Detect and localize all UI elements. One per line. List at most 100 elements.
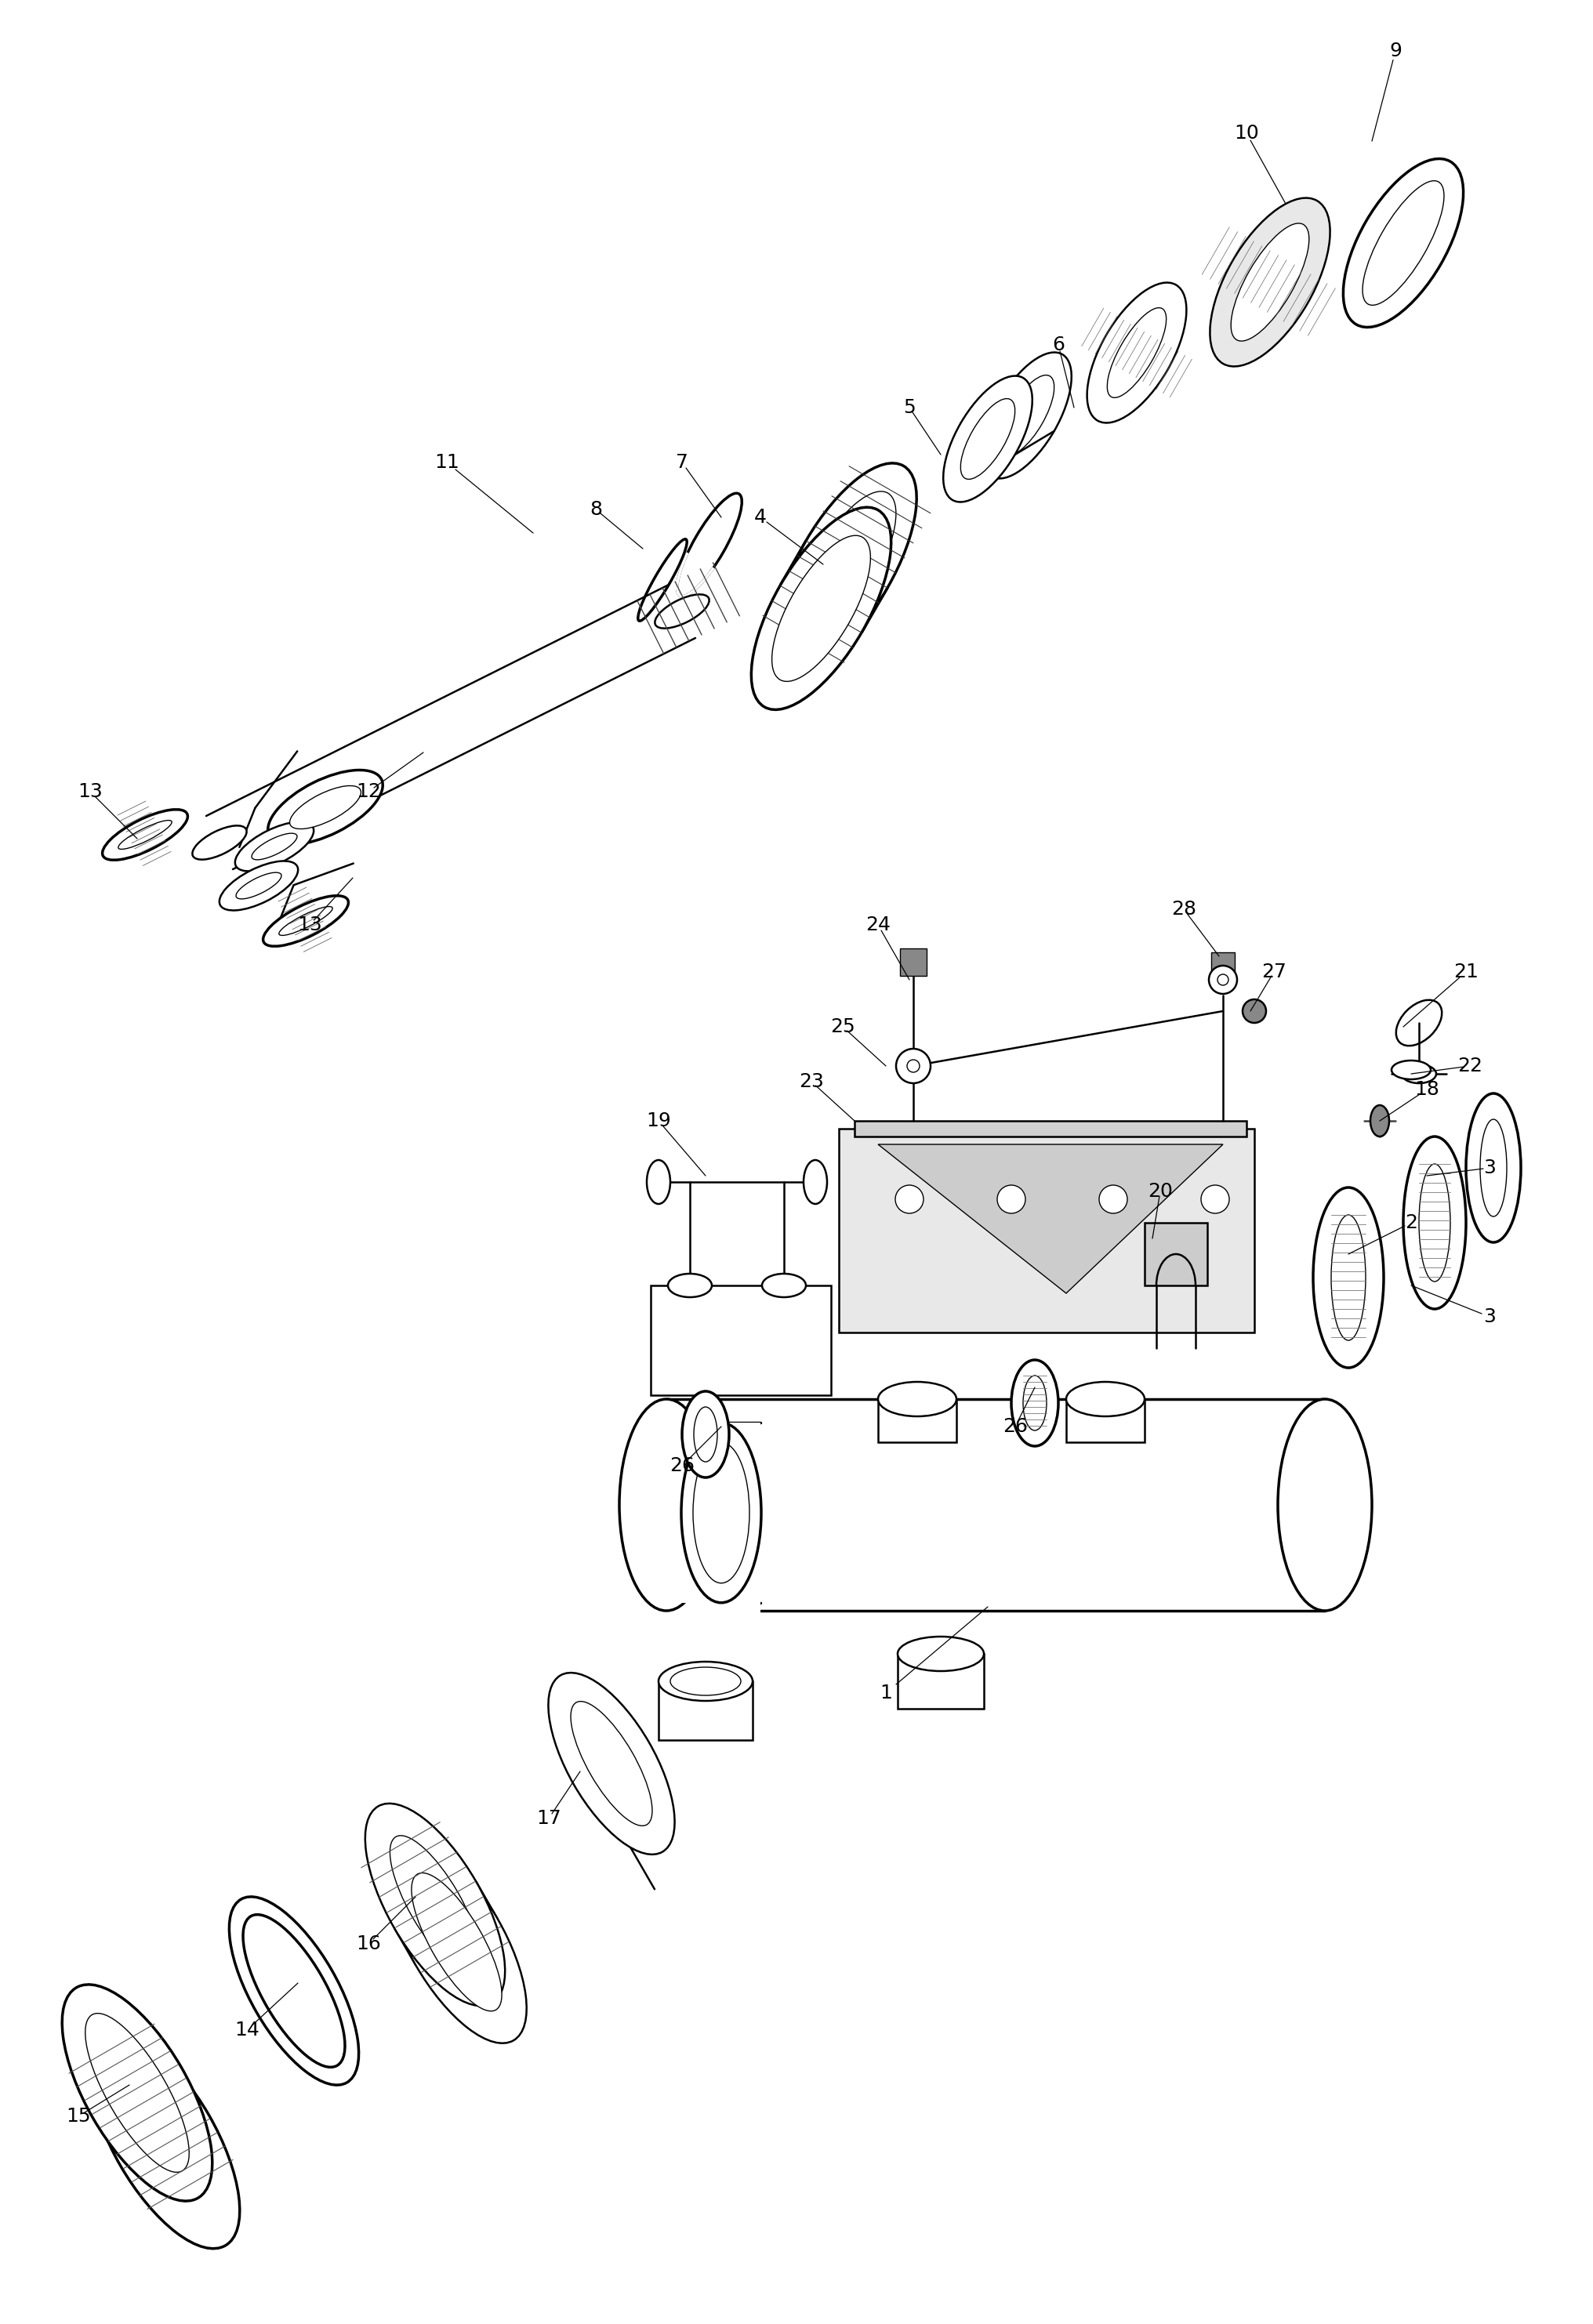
Ellipse shape bbox=[220, 860, 298, 911]
Text: 5: 5 bbox=[903, 397, 914, 416]
Ellipse shape bbox=[1395, 999, 1442, 1046]
Ellipse shape bbox=[667, 1274, 712, 1297]
Polygon shape bbox=[878, 1399, 956, 1443]
Text: 2: 2 bbox=[1403, 1213, 1416, 1232]
Ellipse shape bbox=[411, 1873, 502, 2010]
Ellipse shape bbox=[1023, 1376, 1047, 1432]
Text: 20: 20 bbox=[1147, 1183, 1172, 1202]
Ellipse shape bbox=[637, 539, 687, 621]
Ellipse shape bbox=[1066, 1383, 1144, 1415]
Ellipse shape bbox=[118, 820, 172, 848]
Ellipse shape bbox=[906, 1060, 919, 1071]
Ellipse shape bbox=[1209, 198, 1330, 367]
Ellipse shape bbox=[1400, 1064, 1435, 1083]
Ellipse shape bbox=[84, 2013, 190, 2173]
Polygon shape bbox=[1066, 1399, 1144, 1443]
Ellipse shape bbox=[961, 400, 1015, 479]
Ellipse shape bbox=[895, 1185, 922, 1213]
Polygon shape bbox=[1211, 953, 1235, 981]
Text: 22: 22 bbox=[1456, 1057, 1481, 1076]
Text: 8: 8 bbox=[589, 500, 602, 518]
Ellipse shape bbox=[677, 493, 741, 597]
Ellipse shape bbox=[750, 507, 890, 709]
Ellipse shape bbox=[1243, 999, 1265, 1023]
Ellipse shape bbox=[647, 1160, 671, 1204]
Ellipse shape bbox=[387, 1841, 526, 2043]
Text: 23: 23 bbox=[798, 1071, 824, 1090]
Text: 1: 1 bbox=[879, 1683, 892, 1703]
Ellipse shape bbox=[943, 376, 1032, 502]
Ellipse shape bbox=[796, 490, 895, 637]
Ellipse shape bbox=[693, 1406, 717, 1462]
Ellipse shape bbox=[390, 1836, 479, 1973]
Ellipse shape bbox=[89, 2031, 239, 2250]
Ellipse shape bbox=[771, 535, 870, 681]
Ellipse shape bbox=[1207, 967, 1236, 995]
Ellipse shape bbox=[776, 462, 916, 665]
Text: 24: 24 bbox=[865, 916, 890, 934]
Ellipse shape bbox=[1278, 1399, 1372, 1611]
Text: 4: 4 bbox=[753, 509, 766, 528]
Polygon shape bbox=[838, 1129, 1254, 1332]
Text: 28: 28 bbox=[1171, 899, 1196, 918]
Ellipse shape bbox=[234, 823, 314, 872]
Ellipse shape bbox=[1313, 1188, 1383, 1369]
Ellipse shape bbox=[242, 1915, 344, 2066]
Ellipse shape bbox=[268, 769, 382, 844]
Text: 10: 10 bbox=[1233, 123, 1258, 142]
Text: 13: 13 bbox=[78, 783, 102, 802]
Ellipse shape bbox=[897, 1636, 983, 1671]
Ellipse shape bbox=[999, 374, 1053, 456]
Ellipse shape bbox=[895, 1048, 930, 1083]
Ellipse shape bbox=[1086, 284, 1185, 423]
Ellipse shape bbox=[263, 895, 349, 946]
Text: 16: 16 bbox=[355, 1934, 381, 1952]
Ellipse shape bbox=[252, 834, 296, 860]
Ellipse shape bbox=[1391, 1060, 1431, 1078]
Ellipse shape bbox=[620, 1399, 714, 1611]
Ellipse shape bbox=[878, 1383, 956, 1415]
Text: 7: 7 bbox=[675, 453, 688, 472]
Text: 15: 15 bbox=[65, 2108, 91, 2126]
Text: 6: 6 bbox=[1051, 335, 1064, 353]
Text: 12: 12 bbox=[355, 783, 381, 802]
Text: 18: 18 bbox=[1413, 1081, 1438, 1099]
Polygon shape bbox=[682, 1422, 760, 1604]
Ellipse shape bbox=[1343, 158, 1462, 328]
Ellipse shape bbox=[761, 1274, 806, 1297]
Ellipse shape bbox=[997, 1185, 1024, 1213]
Ellipse shape bbox=[1201, 1185, 1228, 1213]
Ellipse shape bbox=[680, 1422, 761, 1604]
Ellipse shape bbox=[1012, 1360, 1058, 1446]
Text: 26: 26 bbox=[1002, 1418, 1027, 1436]
Polygon shape bbox=[900, 948, 926, 976]
Ellipse shape bbox=[671, 1666, 741, 1697]
Ellipse shape bbox=[548, 1673, 674, 1855]
Ellipse shape bbox=[62, 1985, 212, 2201]
Ellipse shape bbox=[693, 1443, 749, 1583]
Ellipse shape bbox=[1330, 1215, 1365, 1341]
Ellipse shape bbox=[102, 809, 188, 860]
Text: 21: 21 bbox=[1453, 962, 1478, 981]
Ellipse shape bbox=[236, 872, 282, 899]
Ellipse shape bbox=[981, 353, 1070, 479]
Polygon shape bbox=[658, 1680, 752, 1741]
Polygon shape bbox=[650, 1285, 830, 1394]
Text: 3: 3 bbox=[1483, 1157, 1494, 1178]
Text: 19: 19 bbox=[645, 1111, 671, 1129]
Text: 9: 9 bbox=[1389, 42, 1400, 60]
Text: 11: 11 bbox=[435, 453, 459, 472]
Ellipse shape bbox=[1217, 974, 1228, 985]
Ellipse shape bbox=[1099, 1185, 1126, 1213]
Text: 13: 13 bbox=[296, 916, 322, 934]
Ellipse shape bbox=[1402, 1136, 1466, 1308]
Ellipse shape bbox=[570, 1701, 652, 1827]
Ellipse shape bbox=[229, 1896, 358, 2085]
Polygon shape bbox=[878, 1143, 1222, 1292]
Text: 26: 26 bbox=[669, 1457, 695, 1476]
Ellipse shape bbox=[1230, 223, 1308, 342]
Ellipse shape bbox=[655, 595, 709, 627]
Text: 27: 27 bbox=[1260, 962, 1286, 981]
Polygon shape bbox=[1144, 1222, 1207, 1285]
Text: 25: 25 bbox=[830, 1018, 855, 1037]
